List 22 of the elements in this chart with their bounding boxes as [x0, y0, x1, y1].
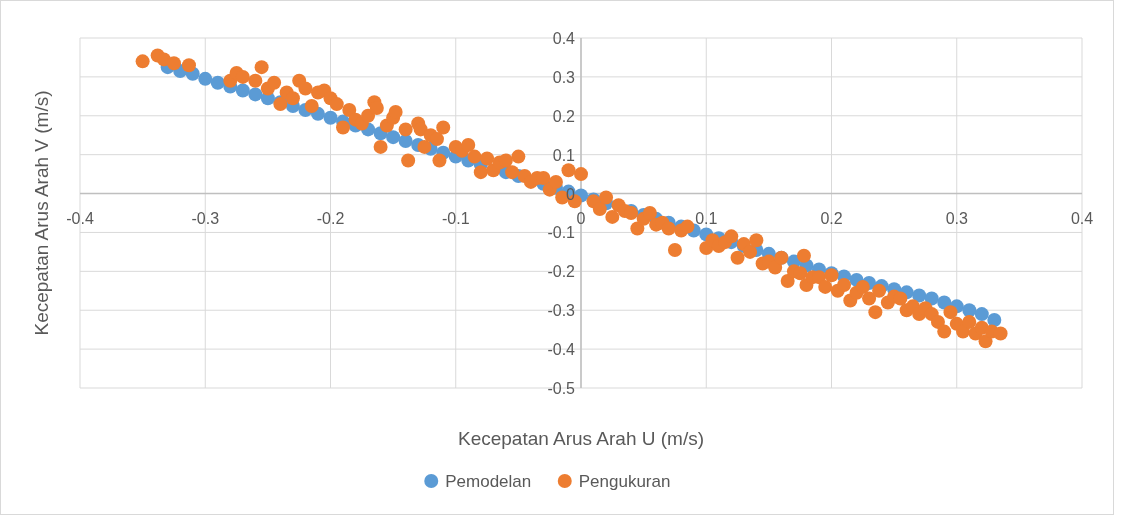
- x-tick-label: -0.4: [66, 209, 94, 227]
- y-tick-label: -0.4: [547, 341, 576, 359]
- y-axis-title: Kecepatan Arus Arah V (m/s): [31, 90, 52, 336]
- y-tick-label: 0: [566, 185, 576, 203]
- x-tick-label: 0.3: [945, 209, 968, 227]
- x-tick-label: -0.2: [316, 209, 345, 227]
- y-tick-label: 0.4: [552, 30, 576, 47]
- y-tick-label: -0.1: [547, 224, 576, 242]
- legend-label: Pemodelan: [445, 472, 532, 491]
- y-tick-label: 0.1: [552, 146, 576, 164]
- x-tick-label: 0.2: [820, 209, 843, 227]
- y-tick-label: -0.5: [547, 380, 576, 397]
- y-tick-label: 0.2: [552, 107, 576, 125]
- y-tick-label: 0.3: [552, 68, 576, 86]
- x-tick-label: -0.1: [441, 209, 470, 227]
- x-axis-title: Kecepatan Arus Arah U (m/s): [457, 428, 705, 449]
- y-tick-label: -0.2: [547, 263, 576, 281]
- legend-label: Pengukuran: [578, 472, 671, 491]
- x-tick-label: -0.3: [191, 209, 220, 227]
- x-tick-label: 0.4: [1070, 209, 1094, 227]
- x-tick-label: 0.1: [695, 209, 718, 227]
- y-tick-label: -0.3: [547, 302, 576, 320]
